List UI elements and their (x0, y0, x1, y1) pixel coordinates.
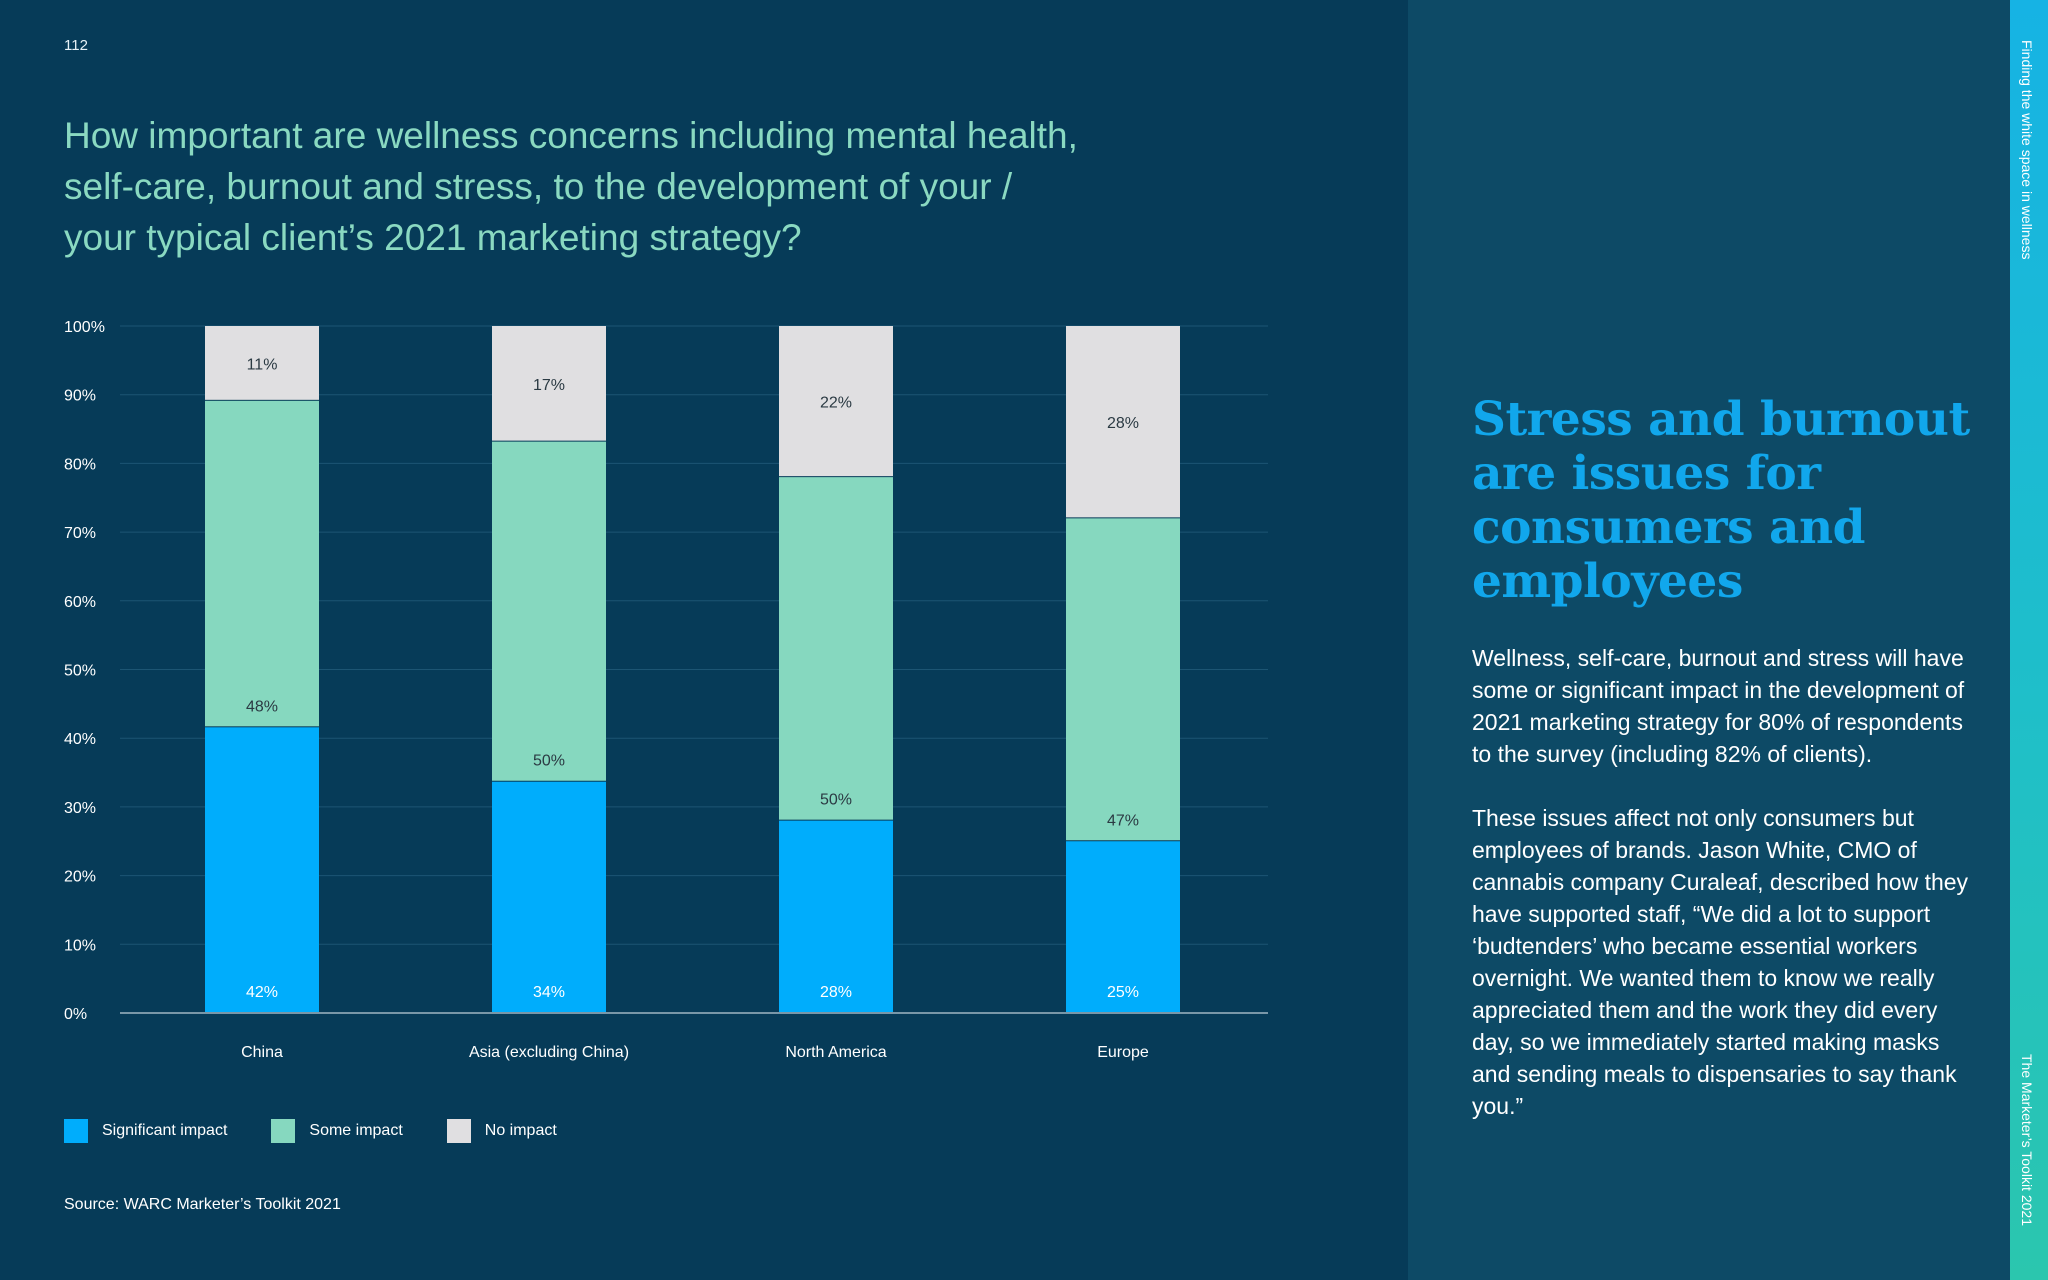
category-label: Europe (1097, 1044, 1149, 1061)
data-label: 25% (1107, 984, 1139, 1001)
bar-segment (779, 820, 893, 1012)
category-label: China (241, 1044, 283, 1061)
y-tick-label: 80% (64, 456, 96, 473)
legend-item-none: No impact (446, 1119, 557, 1143)
bar-segment (492, 326, 606, 441)
y-tick-label: 90% (64, 388, 96, 405)
y-tick-label: 20% (64, 869, 96, 886)
sidebar-section-title: Finding the white space in wellness (2019, 40, 2035, 260)
source-note: Source: WARC Marketer’s Toolkit 2021 (64, 1196, 341, 1213)
side-strip (2010, 0, 2048, 1280)
category-label: North America (785, 1044, 886, 1061)
y-tick-label: 0% (64, 1006, 87, 1023)
y-tick-label: 10% (64, 937, 96, 954)
bar-segment (1066, 518, 1180, 841)
y-tick-label: 30% (64, 800, 96, 817)
data-label: 47% (1107, 812, 1139, 829)
legend-item-significant: Significant impact (64, 1119, 227, 1143)
body-paragraph-1: Wellness, self-care, burnout and stress … (1472, 645, 1965, 767)
data-label: 11% (247, 356, 278, 373)
legend-swatch-none (446, 1119, 471, 1143)
bar-segment (492, 781, 606, 1012)
legend-swatch-some (271, 1119, 296, 1143)
right-panel (1408, 0, 2010, 1280)
y-tick-label: 40% (64, 731, 96, 748)
data-label: 28% (820, 984, 852, 1001)
stacked-bar-chart: 0% 10% 20% 30% 40% 50% 60% 70% 80% 90% 100% 42% 48%… (64, 319, 1268, 1061)
y-tick-label: 50% (64, 663, 96, 680)
y-tick-label: 100% (64, 319, 105, 336)
bar-segment (1066, 326, 1180, 518)
legend-label-some: Some impact (309, 1122, 403, 1139)
data-label: 28% (1107, 415, 1139, 432)
bar-segment (205, 400, 319, 727)
chart-legend: Significant impact Some impact No impact (64, 1119, 601, 1143)
bar-segment (492, 441, 606, 781)
bar-segment (205, 727, 319, 1012)
category-label: Asia (excluding China) (469, 1044, 629, 1061)
sidebar-publication-title: The Marketer’s Toolkit 2021 (2019, 1054, 2035, 1226)
legend-label-none: No impact (484, 1122, 557, 1139)
data-label: 42% (246, 984, 278, 1001)
legend-label-significant: Significant impact (102, 1122, 228, 1139)
data-label: 48% (246, 698, 278, 715)
data-label: 50% (533, 753, 565, 770)
y-tick-label: 70% (64, 525, 96, 542)
data-label: 22% (820, 395, 852, 412)
data-label: 17% (533, 377, 565, 394)
body-paragraph-2: These issues affect not only consumers b… (1472, 805, 1969, 1119)
section-headline: Stress and burnout are issues for consum… (1472, 392, 1970, 609)
data-label: 34% (533, 984, 565, 1001)
bar-segment (1066, 841, 1180, 1012)
page-number: 112 (64, 37, 88, 54)
bar-segment (779, 477, 893, 820)
bar-segment (779, 326, 893, 477)
y-tick-label: 60% (64, 594, 96, 611)
chart-question-title: How important are wellness concerns incl… (64, 115, 1078, 258)
body-text: Wellness, self-care, burnout and stress … (1472, 642, 1972, 1154)
data-label: 50% (820, 792, 852, 809)
legend-item-some: Some impact (271, 1119, 403, 1143)
bar-segment (205, 326, 319, 400)
legend-swatch-significant (64, 1119, 88, 1143)
